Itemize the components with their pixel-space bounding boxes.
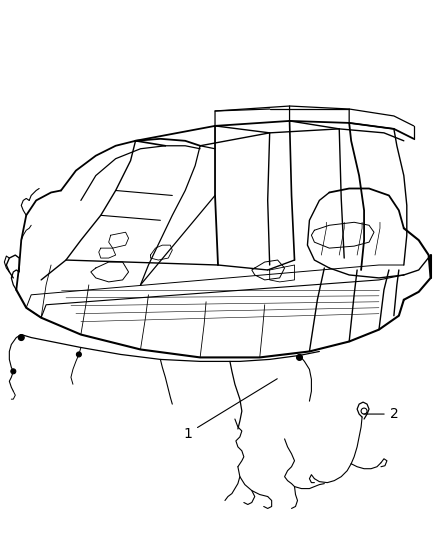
Circle shape [11, 369, 16, 374]
Text: 1: 1 [184, 427, 193, 441]
Circle shape [297, 354, 303, 360]
Circle shape [76, 352, 81, 357]
Text: 2: 2 [389, 407, 398, 421]
Circle shape [18, 335, 24, 341]
